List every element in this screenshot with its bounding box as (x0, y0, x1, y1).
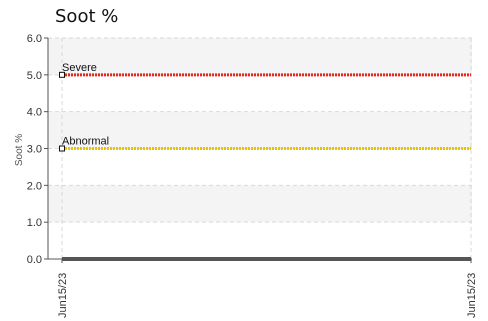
chart-title: Soot % (55, 6, 119, 27)
grid-band (48, 111, 472, 149)
y-tick-label: 4.0 (27, 107, 42, 119)
threshold-marker (59, 145, 65, 152)
y-tick-label: 5.0 (27, 70, 42, 82)
y-tick-label: 1.0 (27, 217, 42, 229)
y-tick-label: 2.0 (27, 180, 42, 192)
grid-band (48, 185, 472, 223)
x-axis-ticks: Jun15/23 Jun15/23 (57, 259, 478, 318)
threshold-label: Severe (62, 62, 97, 74)
plot-background-bands (48, 38, 472, 223)
y-tick-label: 3.0 (27, 144, 42, 156)
y-axis-ticks: 0.0 1.0 2.0 3.0 4.0 5.0 6.0 (27, 33, 48, 266)
y-axis-label: Soot % (14, 134, 25, 166)
threshold-marker (59, 71, 65, 78)
y-tick-label: 0.0 (27, 254, 42, 266)
threshold-lines: Severe Abnormal (59, 62, 471, 152)
x-tick-label: Jun15/23 (466, 273, 478, 318)
y-tick-label: 6.0 (27, 33, 42, 45)
grid-band (48, 38, 472, 75)
threshold-label: Abnormal (62, 136, 109, 148)
x-tick-label: Jun15/23 (57, 273, 69, 318)
